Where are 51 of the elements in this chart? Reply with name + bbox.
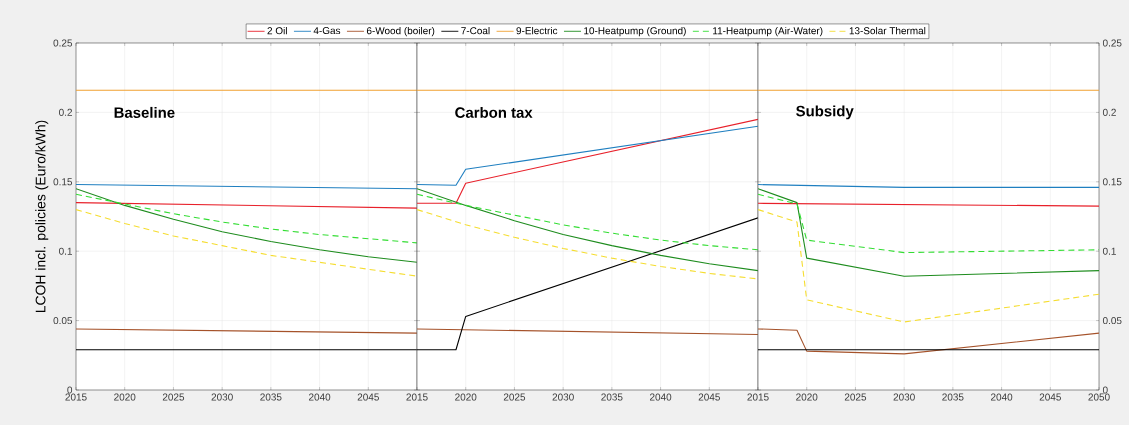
x-tick-label: 2040 <box>308 393 331 401</box>
x-tick-label: 2015 <box>406 393 428 401</box>
x-tick-label: 2015 <box>747 393 769 401</box>
text: Carbon tax <box>455 106 533 118</box>
y-tick-label: 0.15 <box>53 178 73 186</box>
y-tick-label: 0.1 <box>59 247 72 255</box>
line-series <box>758 193 1100 254</box>
y-tick-label: 0.25 <box>1102 39 1122 47</box>
legend-label: 11-Heatpump (Air-Water) <box>713 26 823 37</box>
x-tick-label: 2020 <box>796 393 818 401</box>
x-tick-label: 2035 <box>260 393 282 401</box>
y-axis-title: LCOH incl. policies (Euro/kWh) <box>35 120 49 313</box>
line-series <box>76 188 417 263</box>
line-series <box>758 209 1100 323</box>
x-tick-label: 2040 <box>650 393 672 401</box>
x-tick-label: 2030 <box>893 393 915 401</box>
x-tick-label: 2030 <box>211 393 233 401</box>
y-tick-label: 0.2 <box>1102 108 1116 116</box>
legend-label: 6-Wood (boiler) <box>366 26 435 37</box>
legend-label: 9-Electric <box>516 26 558 35</box>
x-tick-label: 2035 <box>601 393 623 401</box>
y-tick-label: 0 <box>67 386 73 394</box>
text: Baseline <box>114 106 175 118</box>
legend-label: 7-Coal <box>461 26 490 35</box>
x-tick-label: 2045 <box>698 393 720 401</box>
legend-label: 4-Gas <box>313 27 341 35</box>
y-tick-label: 0 <box>1102 386 1108 394</box>
x-tick-label: 2015 <box>65 393 87 401</box>
legend-label: 2 Oil <box>267 26 287 35</box>
x-tick-label: 2020 <box>455 393 477 401</box>
y-tick-label: 0.05 <box>1102 317 1122 325</box>
legend-label: 10-Heatpump (Ground) <box>584 26 686 37</box>
y-tick-label: 0.05 <box>53 317 73 325</box>
y-tick-label: 0.25 <box>53 39 73 47</box>
line-series <box>758 188 1100 277</box>
x-tick-label: 2025 <box>844 393 867 401</box>
legend-label: 13-Solar Thermal <box>849 26 926 35</box>
x-tick-label: 2045 <box>357 393 379 401</box>
y-tick-label: 0.15 <box>1102 178 1122 186</box>
y-tick-label: 0.2 <box>59 108 72 116</box>
x-tick-label: 2035 <box>942 393 964 401</box>
y-tick-label: 0.1 <box>1102 247 1116 255</box>
line-series <box>758 328 1100 355</box>
x-tick-label: 2040 <box>991 393 1013 401</box>
x-tick-label: 2025 <box>162 393 185 401</box>
x-tick-label: 2025 <box>503 393 526 401</box>
x-tick-label: 2050 <box>1088 393 1110 401</box>
x-tick-label: 2045 <box>1039 393 1061 401</box>
x-tick-label: 2030 <box>552 393 574 401</box>
x-tick-label: 2020 <box>114 393 136 401</box>
text: Subsidy <box>796 105 854 120</box>
